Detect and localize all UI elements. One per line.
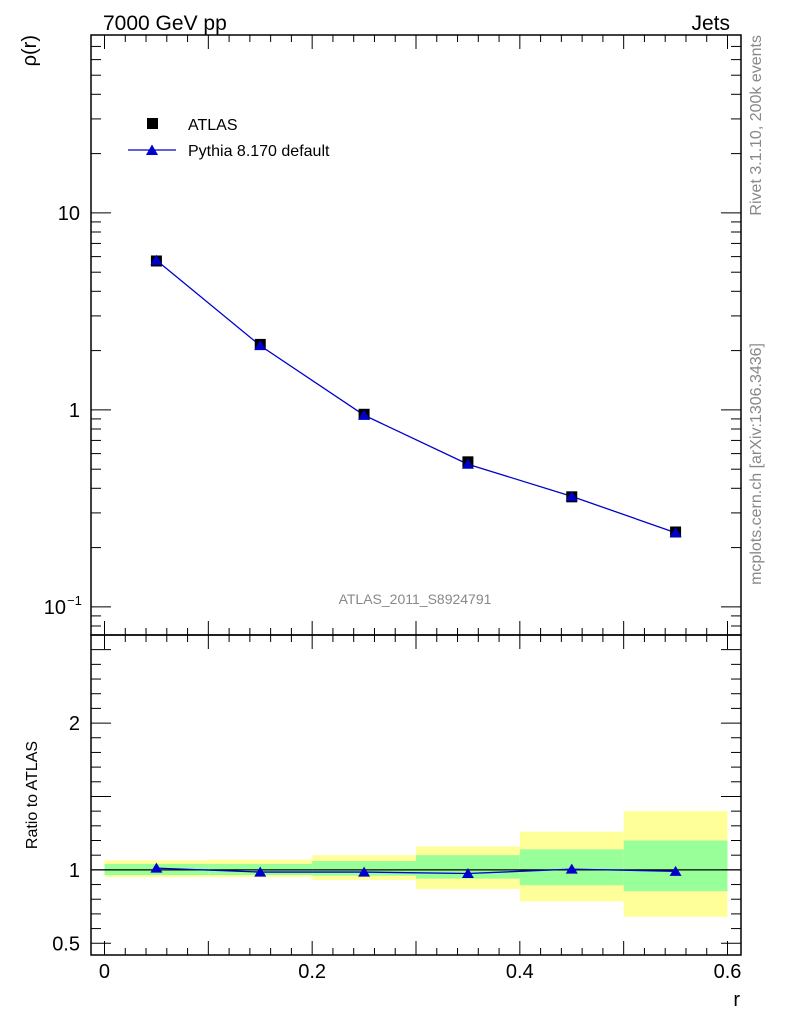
y-tick-label: 0.5 <box>52 933 80 955</box>
uncertainty-band-inner <box>623 840 728 892</box>
y-tick-label-exponent: −1 <box>67 593 82 608</box>
legend: ATLAS Pythia 8.170 default <box>128 117 330 160</box>
pythia-line <box>156 259 676 534</box>
ratio-y-axis-label: Ratio to ATLAS <box>24 741 41 849</box>
pythia-ratio-point <box>461 868 474 879</box>
pythia-data-point <box>358 409 371 420</box>
analysis-watermark: ATLAS_2011_S8924791 <box>339 591 492 607</box>
x-tick-label: 0 <box>99 961 110 983</box>
pythia-data-point <box>669 527 682 538</box>
pythia-data-point <box>254 340 267 351</box>
mcplots-label: mcplots.cern.ch [arXiv:1306.3436] <box>748 343 765 585</box>
rivet-version-label: Rivet 3.1.10, 200k events <box>748 35 765 216</box>
pythia-ratio-point <box>358 866 371 877</box>
x-tick-label: 0.2 <box>298 961 326 983</box>
pythia-ratio-point <box>150 862 163 873</box>
pythia-ratio-line <box>156 867 676 875</box>
pythia-ratio-point <box>669 865 682 876</box>
legend-atlas-marker <box>147 118 158 129</box>
ratio-panel: 0 0.2 0.4 0.6 0.5 1 2 <box>52 634 742 983</box>
pythia-ratio-point <box>565 863 578 874</box>
main-y-axis-label: ρ(r) <box>19 35 41 66</box>
legend-pythia-label: Pythia 8.170 default <box>188 143 330 160</box>
x-tick-label: 0.4 <box>506 961 534 983</box>
y-tick-label: 1 <box>69 860 80 882</box>
pythia-data-point <box>565 490 578 501</box>
y-tick-label: 10 <box>58 203 80 225</box>
y-tick-label: 2 <box>69 713 80 735</box>
header-right-label: Jets <box>691 12 730 35</box>
x-axis-label: r <box>733 989 740 1011</box>
pythia-data-point <box>150 254 163 265</box>
x-tick-label: 0.6 <box>714 961 742 983</box>
legend-atlas-label: ATLAS <box>188 117 238 134</box>
pythia-ratio-point <box>254 866 267 877</box>
y-tick-label: 1 <box>69 400 80 422</box>
y-tick-label: 10 <box>44 597 66 619</box>
pythia-data-point <box>461 458 474 469</box>
header-left-label: 7000 GeV pp <box>103 12 227 35</box>
legend-pythia-marker <box>146 144 158 155</box>
